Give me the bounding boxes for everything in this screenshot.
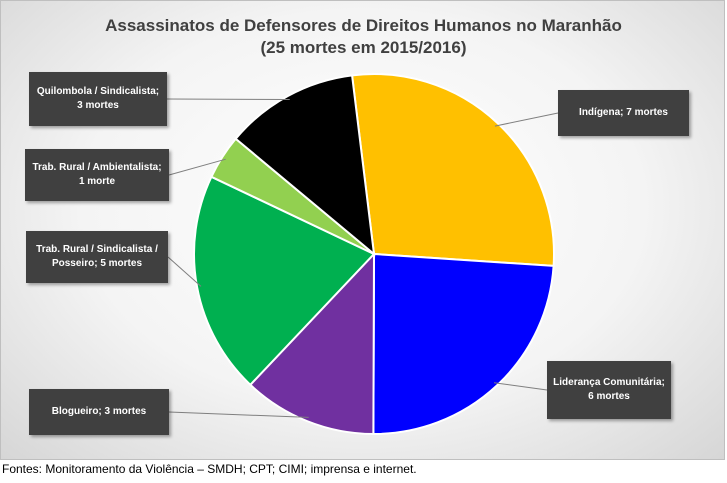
callout-blogueiro: Blogueiro; 3 mortes xyxy=(29,389,169,435)
callout-lideranca-text: Liderança Comunitária; 6 mortes xyxy=(553,377,665,402)
pie-slice-3 xyxy=(248,251,376,436)
pie-slice-1 xyxy=(350,73,555,267)
leader-line-4 xyxy=(167,256,202,287)
chart-area: Assassinatos de Defensores de Direitos H… xyxy=(0,0,725,460)
callout-blogueiro-text: Blogueiro; 3 mortes xyxy=(51,406,147,417)
callout-trab-rural-ambientalista-text: Trab. Rural / Ambientalista; 1 morte xyxy=(32,162,162,187)
leader-line-5 xyxy=(168,158,226,176)
pie-slice-2 xyxy=(372,252,555,435)
pie-chart xyxy=(166,73,559,436)
leader-line-3 xyxy=(168,411,309,418)
callout-indigena-text: Indígena; 7 mortes xyxy=(579,107,668,118)
leader-line-2 xyxy=(493,382,548,391)
callout-trab-rural-posseiro: Trab. Rural / Sindicalista / Posseiro; 5… xyxy=(26,231,168,283)
source-footnote: Fontes: Monitoramento da Violência – SMD… xyxy=(2,462,417,476)
chart-title: Assassinatos de Defensores de Direitos H… xyxy=(1,15,726,59)
callout-trab-rural-ambientalista: Trab. Rural / Ambientalista; 1 morte xyxy=(25,149,169,201)
callout-trab-rural-posseiro-text: Trab. Rural / Sindicalista / Posseiro; 5… xyxy=(36,244,158,269)
pie-slice-6 xyxy=(234,74,376,257)
chart-title-line-1: Assassinatos de Defensores de Direitos H… xyxy=(105,16,622,35)
callout-quilombola-text: Quilombola / Sindicalista; 3 mortes xyxy=(36,86,160,111)
callout-quilombola: Quilombola / Sindicalista; 3 mortes xyxy=(29,72,167,126)
leader-line-1 xyxy=(494,112,559,127)
callout-lideranca: Liderança Comunitária; 6 mortes xyxy=(547,361,671,419)
chart-title-line-2: (25 mortes em 2015/2016) xyxy=(260,38,467,57)
pie-slice-4 xyxy=(193,175,376,387)
callout-indigena: Indígena; 7 mortes xyxy=(558,90,689,136)
